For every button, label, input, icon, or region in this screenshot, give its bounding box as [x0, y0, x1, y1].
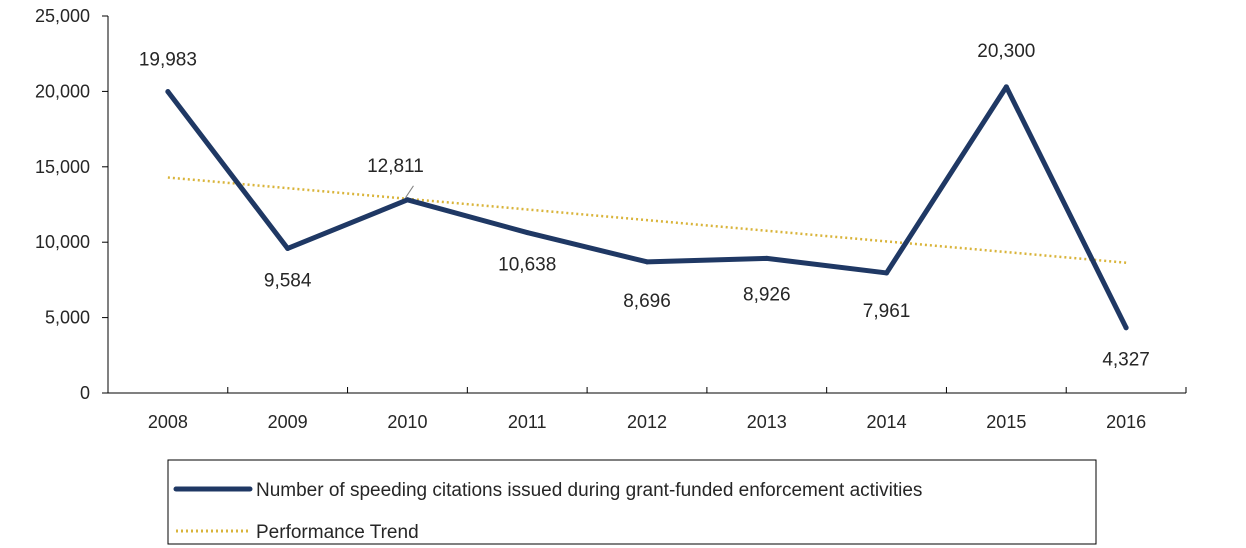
data-label: 8,926	[743, 284, 791, 305]
data-label: 8,696	[623, 291, 671, 312]
data-label: 12,811	[367, 156, 424, 177]
data-point	[644, 259, 650, 265]
x-tick-label: 2011	[508, 412, 547, 432]
y-axis: 0 5,000 10,000 15,000 20,000 25,000	[35, 6, 109, 403]
y-tick-label: 20,000	[35, 81, 90, 101]
data-point	[165, 89, 171, 95]
data-point	[524, 230, 530, 236]
data-point	[285, 245, 291, 251]
y-tick-label: 25,000	[35, 6, 90, 26]
data-point	[404, 197, 410, 203]
x-axis: 2008 2009 2010 2011 2012 2013 2014 2015 2016	[102, 387, 1187, 432]
data-point	[764, 255, 770, 261]
x-tick-label: 2013	[747, 412, 787, 432]
y-tick-label: 0	[80, 383, 90, 403]
x-tick-label: 2008	[148, 412, 188, 432]
label-leader-line	[405, 185, 414, 199]
data-point	[1123, 325, 1129, 331]
data-label: 7,961	[863, 301, 911, 322]
legend-label-trend: Performance Trend	[256, 522, 419, 543]
x-tick-label: 2016	[1106, 412, 1146, 432]
data-point	[1003, 84, 1009, 90]
data-label: 10,638	[498, 255, 556, 276]
trend-layer	[167, 176, 1127, 264]
legend: Number of speeding citations issued duri…	[167, 459, 1097, 545]
series-layer	[165, 84, 1129, 331]
data-label: 9,584	[264, 270, 312, 291]
x-tick-label: 2009	[268, 412, 308, 432]
data-label: 20,300	[977, 41, 1035, 62]
y-tick-label: 5,000	[45, 308, 90, 328]
y-tick-label: 15,000	[35, 157, 90, 177]
x-tick-label: 2015	[986, 412, 1026, 432]
x-tick-label: 2012	[627, 412, 667, 432]
x-tick-label: 2014	[867, 412, 907, 432]
x-tick-label: 2010	[387, 412, 427, 432]
data-label: 19,983	[139, 50, 197, 71]
trend-line	[167, 176, 1127, 264]
data-labels: 19,983 9,584 12,811 10,638 8,696 8,926 7,961 20…	[139, 41, 1150, 371]
data-label: 4,327	[1102, 350, 1150, 371]
legend-box	[167, 459, 1097, 545]
y-tick-label: 10,000	[35, 232, 90, 252]
data-point	[884, 270, 890, 276]
legend-label-citations: Number of speeding citations issued duri…	[256, 480, 922, 501]
